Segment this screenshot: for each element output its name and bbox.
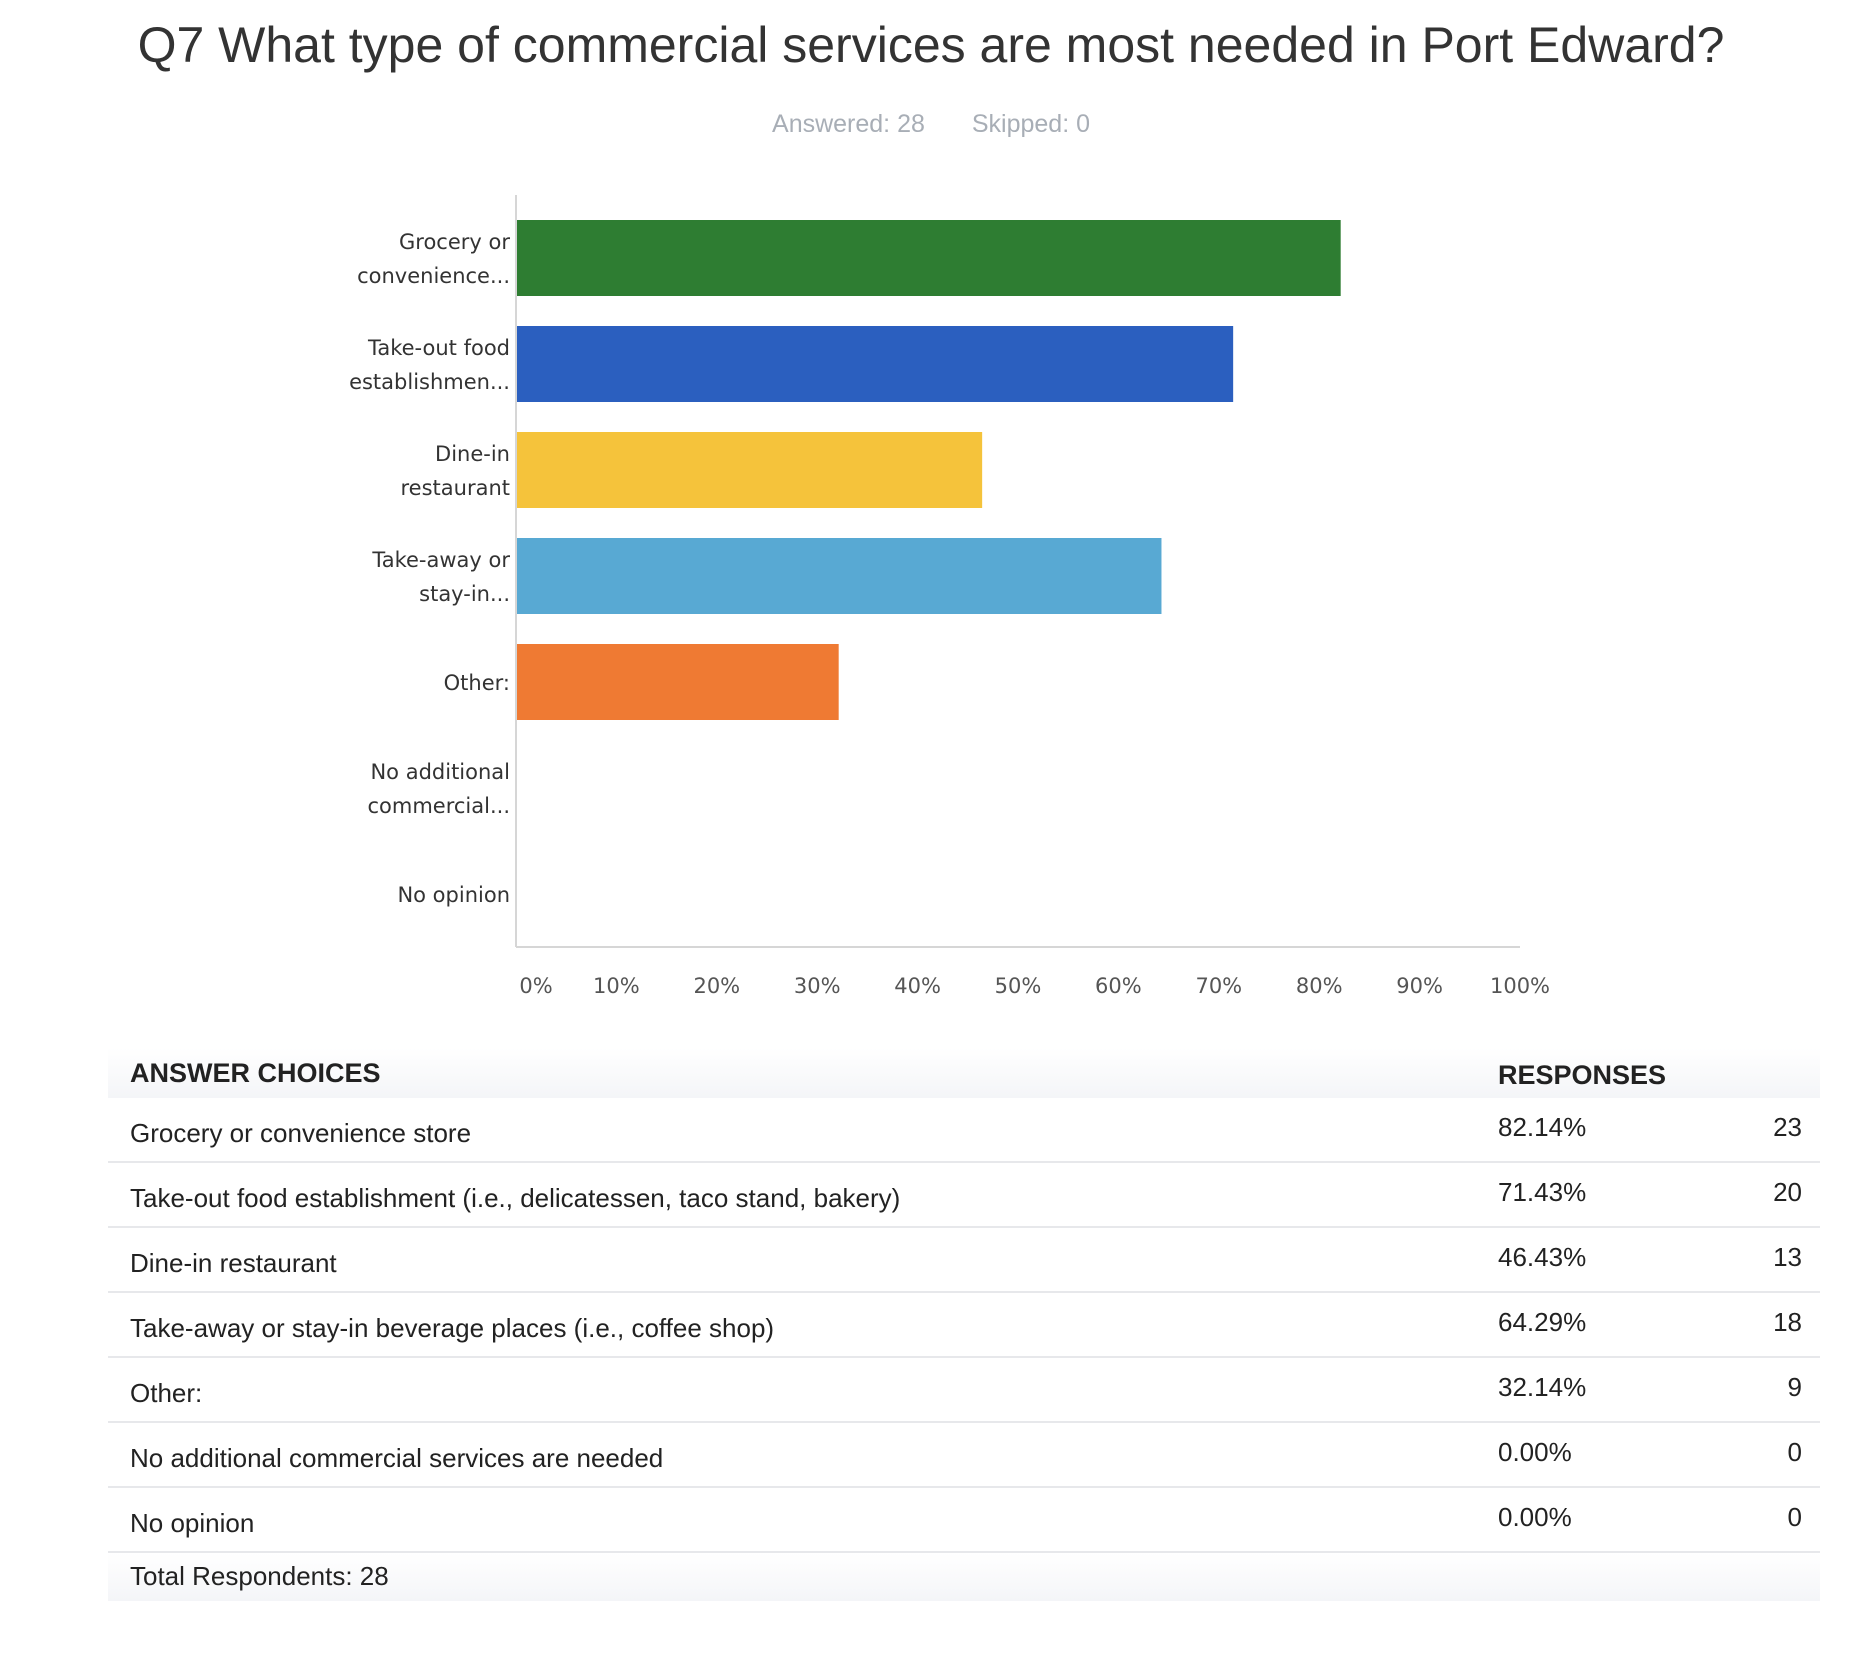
total-respondents: Total Respondents: 28: [130, 1561, 389, 1591]
response-stats: Answered: 28 Skipped: 0: [0, 110, 1862, 139]
table-footer: Total Respondents: 28: [108, 1553, 1820, 1601]
category-label: Dine-in restaurant: [401, 442, 511, 500]
x-tick-label: 20%: [693, 974, 740, 998]
x-tick-label: 70%: [1195, 974, 1242, 998]
table-row: Grocery or convenience store 82.14% 23: [108, 1098, 1820, 1163]
response-count: 0: [1787, 1437, 1802, 1467]
answer-choice: Other:: [130, 1378, 203, 1408]
category-label: No opinion: [397, 883, 510, 907]
tick-labels: 0% 10% 20% 30% 40% 50% 60% 70% 80% 90% 100%: [519, 974, 1550, 998]
bar-chart: Grocery or convenience... Take-out food est…: [349, 195, 1550, 998]
x-tick-label: 30%: [794, 974, 841, 998]
bar: [516, 220, 1341, 296]
table-row: Take-away or stay-in beverage places (i.…: [108, 1293, 1820, 1358]
category-label: Take-away or stay-in...: [371, 548, 510, 606]
response-count: 18: [1773, 1307, 1802, 1337]
answered-count: Answered: 28: [772, 110, 925, 138]
answer-choice: Take-out food establishment (i.e., delic…: [130, 1183, 901, 1213]
response-count: 9: [1787, 1372, 1802, 1402]
response-percent: 64.29%: [1498, 1307, 1587, 1337]
table-row: Other: 32.14% 9: [108, 1358, 1820, 1423]
answer-choice: No additional commercial services are ne…: [130, 1443, 664, 1473]
bar: [516, 538, 1162, 614]
x-tick-label: 40%: [894, 974, 941, 998]
response-count: 0: [1787, 1502, 1802, 1532]
bar: [516, 644, 839, 720]
category-labels: Grocery or convenience... Take-out food est…: [349, 230, 510, 907]
category-label: No additional commercial...: [367, 760, 510, 818]
table-row: No additional commercial services are ne…: [108, 1423, 1820, 1488]
response-percent: 0.00%: [1498, 1502, 1572, 1532]
response-count: 23: [1773, 1112, 1802, 1142]
x-tick-label: 60%: [1095, 974, 1142, 998]
x-tick-label: 80%: [1296, 974, 1343, 998]
response-count: 20: [1773, 1177, 1802, 1207]
table-body: Grocery or convenience store 82.14% 23 Take…: [108, 1098, 1820, 1553]
response-percent: 71.43%: [1498, 1177, 1587, 1207]
category-label: Grocery or convenience...: [357, 230, 510, 288]
skipped-count: Skipped: 0: [971, 110, 1090, 138]
axis-layer: [515, 195, 1520, 948]
x-tick-label: 90%: [1396, 974, 1443, 998]
answer-choice: No opinion: [130, 1508, 255, 1538]
response-count: 13: [1773, 1242, 1802, 1272]
header-answer-choices: ANSWER CHOICES: [130, 1058, 381, 1088]
response-percent: 46.43%: [1498, 1242, 1587, 1272]
table-row: No opinion 0.00% 0: [108, 1488, 1820, 1553]
category-label: Take-out food establishmen...: [349, 336, 510, 394]
response-percent: 0.00%: [1498, 1437, 1572, 1467]
table-row: Take-out food establishment (i.e., delic…: [108, 1163, 1820, 1228]
table-header: ANSWER CHOICES RESPONSES: [108, 1048, 1820, 1098]
x-tick-label: 50%: [995, 974, 1042, 998]
page-title: Q7 What type of commercial services are …: [137, 17, 1725, 73]
x-tick-label: 10%: [593, 974, 640, 998]
answer-choice: Take-away or stay-in beverage places (i.…: [130, 1313, 775, 1343]
bars-layer: [516, 220, 1341, 720]
bar: [516, 432, 983, 508]
answer-choice: Grocery or convenience store: [130, 1118, 472, 1148]
response-percent: 82.14%: [1498, 1112, 1587, 1142]
x-tick-label: 0%: [519, 974, 552, 998]
category-label: Other:: [444, 671, 510, 695]
answer-choice: Dine-in restaurant: [130, 1248, 337, 1278]
response-percent: 32.14%: [1498, 1372, 1587, 1402]
responses-table: ANSWER CHOICES RESPONSES Grocery or conv…: [108, 1048, 1820, 1601]
bar: [516, 326, 1234, 402]
x-tick-label: 100%: [1490, 974, 1550, 998]
table-row: Dine-in restaurant 46.43% 13: [108, 1228, 1820, 1293]
header-responses: RESPONSES: [1498, 1060, 1667, 1090]
